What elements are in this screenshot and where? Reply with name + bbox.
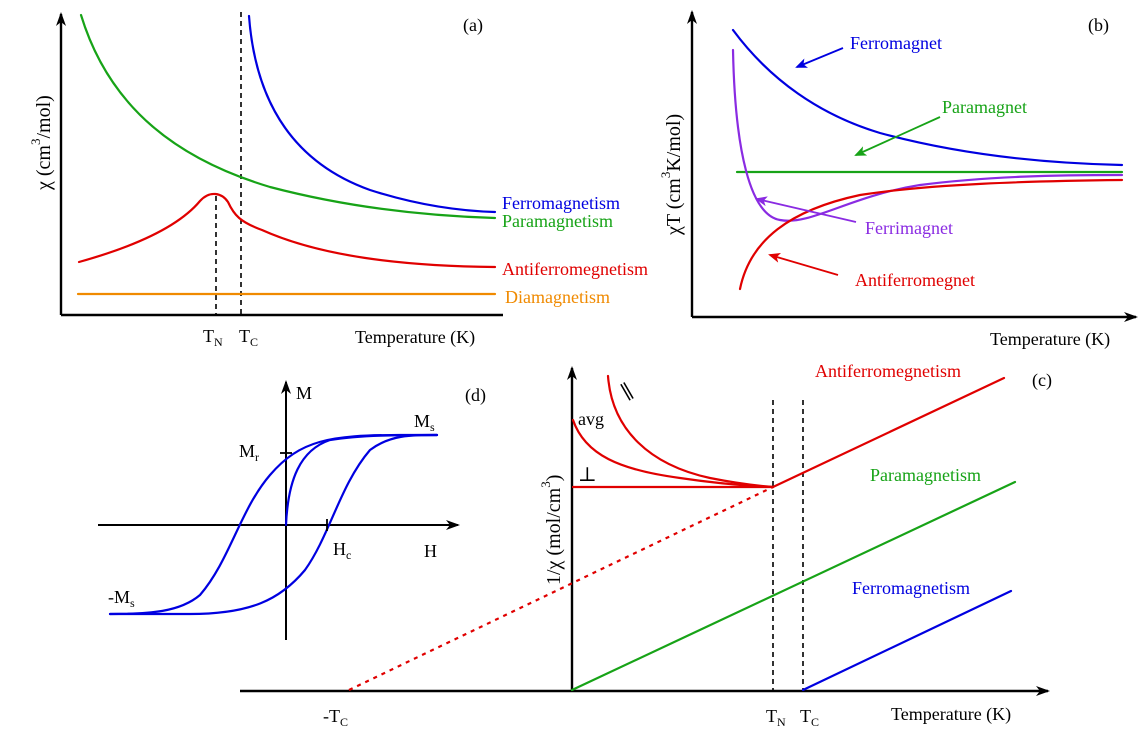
- panel-c-tick-tc: TC: [800, 706, 819, 729]
- panel-c-ferro-line: [801, 589, 1013, 692]
- panel-a: (a) χ (cm3/mol) Temperature (K) TN TC Fe…: [28, 12, 648, 349]
- panel-c-antiferro-par: [606, 374, 775, 489]
- panel-a-antiferro-curve: [77, 192, 497, 269]
- panel-d-label-mr: Mr: [239, 441, 259, 464]
- panel-c-label-par: ∥: [618, 381, 637, 405]
- panel-c-extrapolation-dotted: [348, 486, 774, 691]
- panel-d-label-h: H: [424, 541, 437, 561]
- panel-d-tag: (d): [465, 385, 486, 406]
- panel-c-para-line: [570, 480, 1017, 692]
- panel-c-tick-neg-tc: -TC: [323, 706, 348, 729]
- panel-c-label-ferro: Ferromagnetism: [852, 578, 970, 598]
- panel-b-label-antiferro: Antiferromegnet: [855, 270, 975, 290]
- panel-d-virgin-curve: [284, 433, 439, 527]
- panel-b-antiferro-curve: [738, 178, 1124, 291]
- panel-d-label-hc: Hc: [333, 539, 351, 562]
- panel-c-label-antiferro: Antiferromegnetism: [815, 361, 961, 381]
- panel-b-tag: (b): [1088, 15, 1109, 36]
- panel-c-tick-tn: TN: [766, 706, 786, 729]
- panel-a-tick-tc: TC: [239, 326, 258, 349]
- panel-b-x-label: Temperature (K): [990, 329, 1110, 350]
- panel-a-label-dia: Diamagnetism: [505, 287, 610, 307]
- panel-c: (c) 1/χ (mol/cm3) Temperature (K) -TC TN…: [240, 361, 1052, 729]
- panel-c-antiferro-high-t: [771, 376, 1006, 489]
- panel-a-tag: (a): [463, 15, 483, 36]
- panel-d-label-neg-ms: -Ms: [108, 587, 135, 610]
- panel-b-arrow-antiferro: [768, 253, 839, 276]
- panel-a-y-label: χ (cm3/mol): [28, 95, 55, 191]
- panel-a-para-curve: [79, 13, 497, 220]
- panel-d-label-m: M: [296, 383, 312, 403]
- panel-a-x-label: Temperature (K): [355, 327, 475, 348]
- panel-c-label-para: Paramagnetism: [870, 465, 981, 485]
- panel-a-label-para: Paramagnetism: [502, 211, 613, 231]
- panel-c-label-avg: avg: [578, 409, 604, 429]
- panel-a-label-antiferro: Antiferromegnetism: [502, 259, 648, 279]
- panel-a-label-ferro: Ferromagnetism: [502, 193, 620, 213]
- panel-d-label-ms: Ms: [414, 411, 435, 434]
- panel-c-label-perp: ⊥: [578, 464, 597, 486]
- panel-c-x-label: Temperature (K): [891, 704, 1011, 725]
- panel-b-ferri-curve: [731, 48, 1124, 222]
- panel-b-arrow-para: [854, 116, 941, 156]
- panel-b-arrow-ferri: [755, 196, 857, 223]
- panel-b-arrow-ferro: [795, 47, 844, 68]
- panel-a-ferro-curve: [247, 14, 497, 214]
- panel-b-label-para: Paramagnet: [942, 97, 1027, 117]
- panel-c-y-label: 1/χ (mol/cm3): [538, 475, 565, 585]
- panel-b-label-ferro: Ferromagnet: [850, 33, 942, 53]
- panel-a-tick-tn: TN: [203, 326, 223, 349]
- panel-b-label-ferri: Ferrimagnet: [865, 218, 953, 238]
- panel-c-tag: (c): [1032, 370, 1052, 391]
- panel-b-ferro-curve: [731, 28, 1124, 167]
- panel-d: (d) M H Ms -Ms Mr Hc: [98, 380, 486, 640]
- panel-d-hysteresis-ascending: [108, 433, 439, 616]
- panel-b: (b) χT (cm3K/mol) Temperature (K) Ferrom…: [658, 10, 1138, 350]
- panel-c-antiferro-avg: [571, 418, 775, 489]
- panel-b-y-label: χT (cm3K/mol): [658, 114, 685, 236]
